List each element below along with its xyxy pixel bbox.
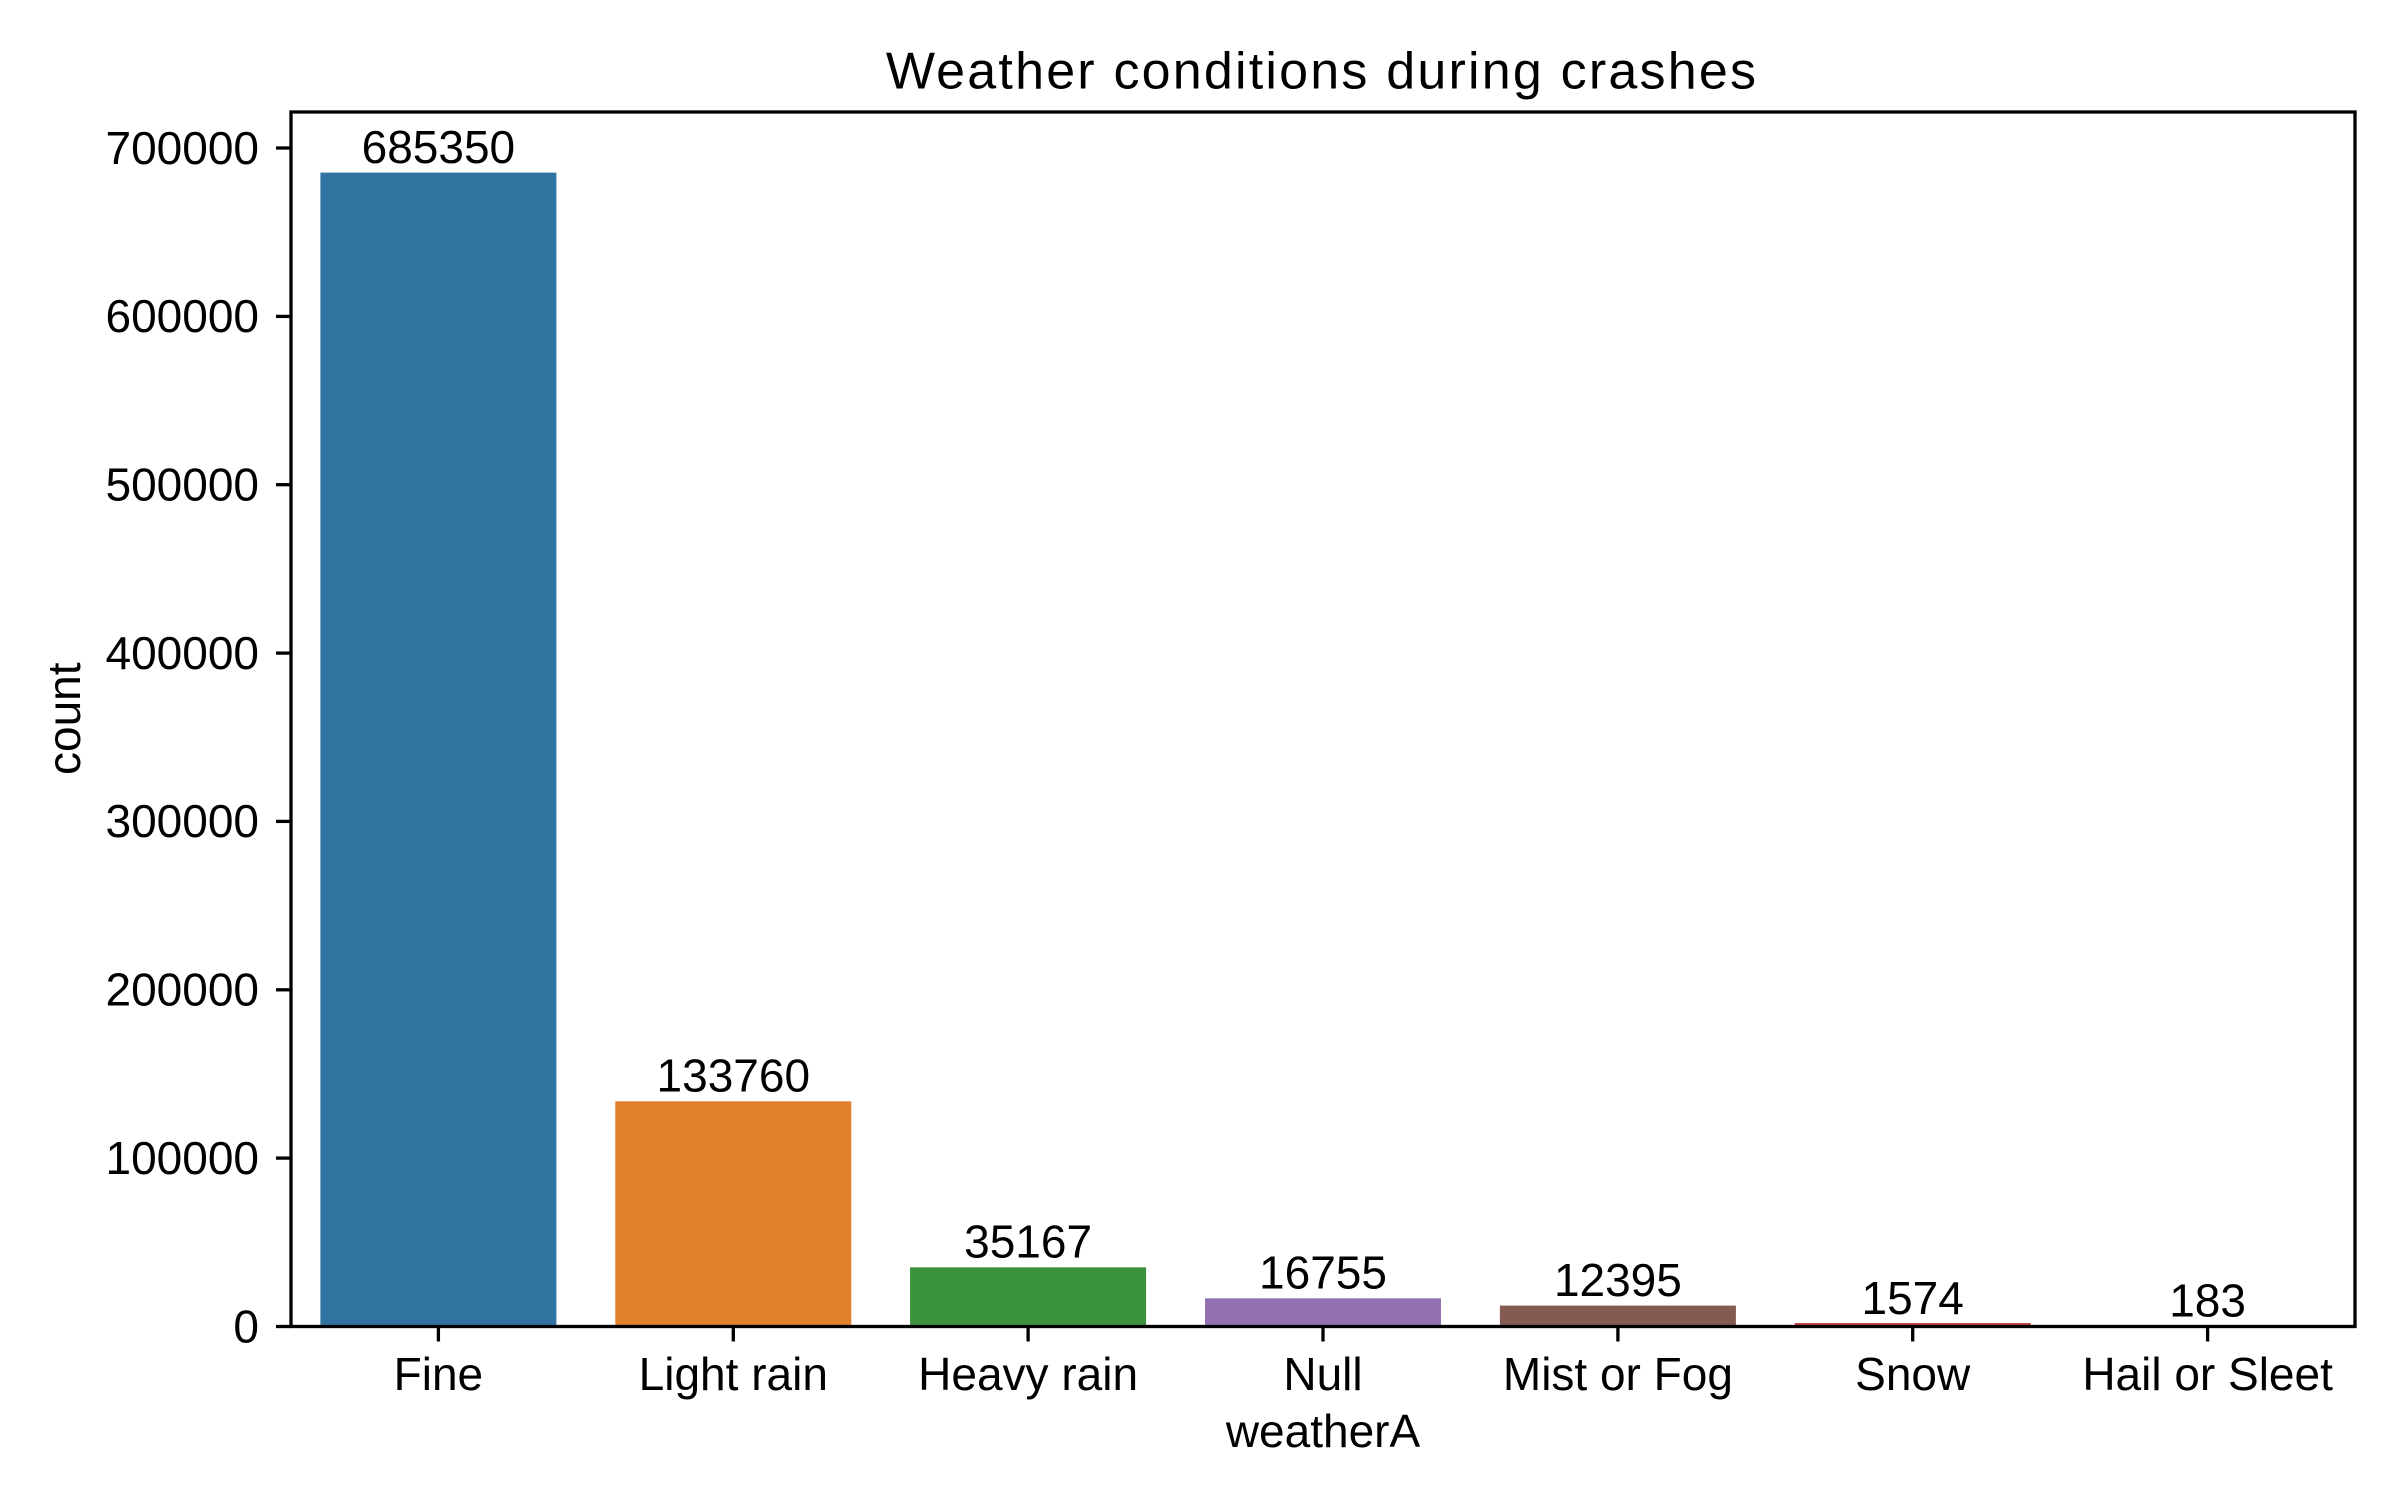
svg-text:weatherA: weatherA — [1225, 1405, 1421, 1457]
svg-text:count: count — [38, 662, 90, 775]
svg-text:Hail or Sleet: Hail or Sleet — [2082, 1348, 2333, 1400]
svg-text:133760: 133760 — [657, 1050, 811, 1102]
svg-text:Snow: Snow — [1855, 1348, 1971, 1400]
svg-text:600000: 600000 — [106, 290, 260, 342]
svg-text:Light rain: Light rain — [639, 1348, 828, 1400]
svg-text:1574: 1574 — [1862, 1272, 1964, 1324]
svg-text:0: 0 — [233, 1300, 259, 1352]
svg-text:Null: Null — [1283, 1348, 1362, 1400]
svg-text:300000: 300000 — [106, 795, 260, 847]
svg-text:16755: 16755 — [1259, 1247, 1387, 1299]
svg-text:12395: 12395 — [1554, 1254, 1682, 1306]
svg-text:200000: 200000 — [106, 964, 260, 1016]
svg-text:400000: 400000 — [106, 627, 260, 679]
svg-text:700000: 700000 — [106, 122, 260, 174]
svg-text:35167: 35167 — [964, 1216, 1092, 1268]
svg-text:Heavy rain: Heavy rain — [918, 1348, 1138, 1400]
svg-text:Mist or Fog: Mist or Fog — [1503, 1348, 1733, 1400]
svg-text:Weather conditions during cras: Weather conditions during crashes — [886, 42, 1758, 100]
svg-text:685350: 685350 — [362, 121, 516, 173]
svg-text:500000: 500000 — [106, 459, 260, 511]
svg-text:100000: 100000 — [106, 1132, 260, 1184]
svg-text:183: 183 — [2169, 1275, 2246, 1327]
svg-text:Fine: Fine — [394, 1348, 483, 1400]
